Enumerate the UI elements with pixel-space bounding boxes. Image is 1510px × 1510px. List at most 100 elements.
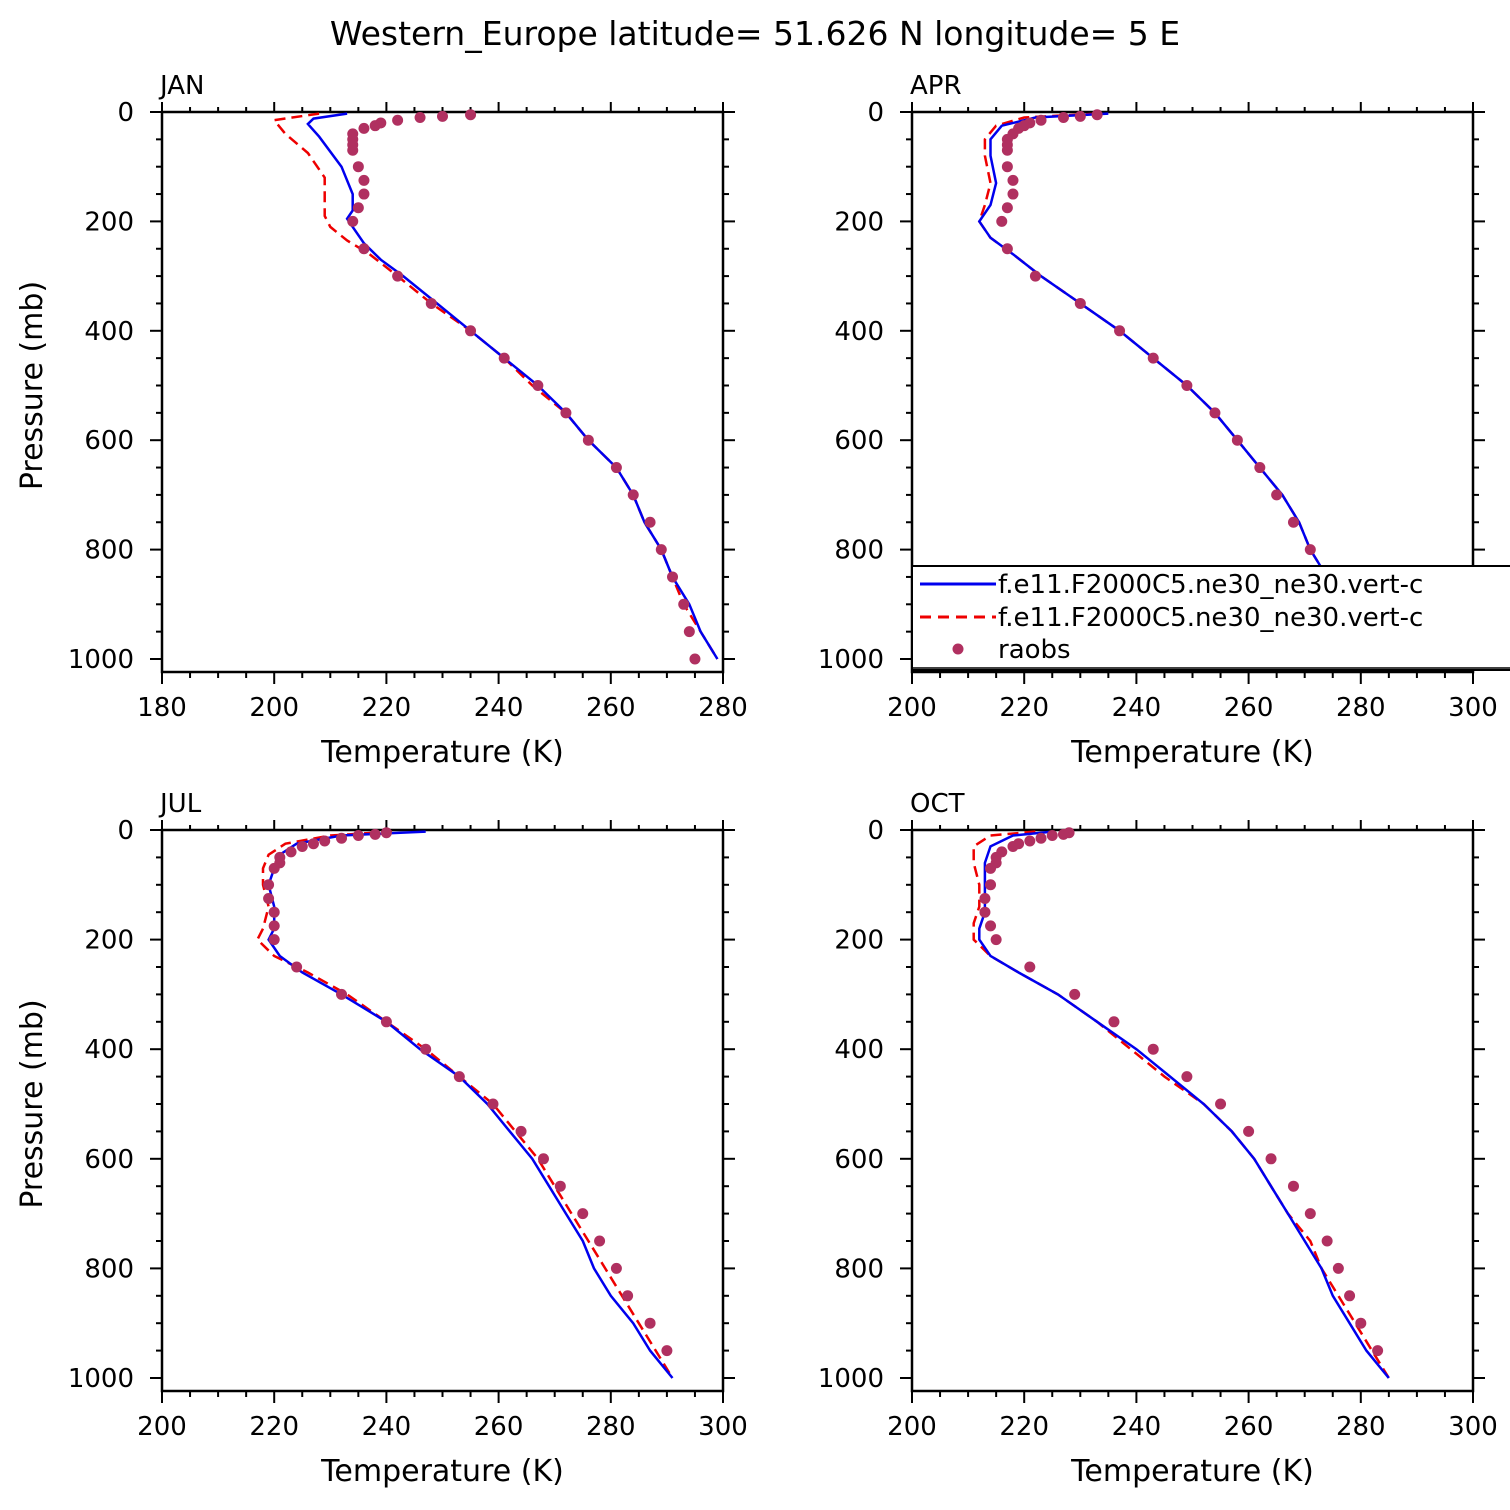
apr-raobs-point (1181, 380, 1193, 391)
oct-raobs-point (1265, 1153, 1277, 1165)
jul-raobs-point (380, 827, 392, 839)
oct-raobs-point (1287, 1180, 1299, 1192)
jan-raobs-point (683, 626, 695, 638)
jan-raobs-point (347, 215, 359, 227)
oct-raobs-point (1181, 1071, 1193, 1083)
jan-raobs-point (358, 122, 370, 134)
jul-ytick-label: 800 (84, 1254, 134, 1284)
legend: f.e11.F2000C5.ne30_ne30.vert-c f.e11.F20… (911, 565, 1510, 671)
oct-raobs-point (1057, 828, 1069, 840)
oct-ytick-label: 600 (834, 1145, 884, 1175)
jan-raobs-point (627, 489, 639, 501)
apr-raobs-point (1091, 109, 1103, 121)
jan-plot-frame (160, 110, 725, 674)
apr-ytick-label: 0 (867, 98, 884, 128)
oct-xtick-label: 240 (1112, 1412, 1162, 1442)
jul-series-solid (267, 830, 674, 1379)
apr-raobs-point (1287, 516, 1299, 528)
oct-raobs-point (1007, 840, 1019, 852)
oct-raobs-point (985, 862, 997, 874)
oct-raobs-point (1108, 1016, 1120, 1028)
oct-xtick-label: 300 (1448, 1412, 1498, 1442)
apr-raobs-point (1001, 243, 1013, 255)
jan-raobs-point (369, 120, 381, 132)
panel-apr: 200 220 240 260 280 300 0 200 400 600 800 1000 APR Te… (818, 71, 1498, 770)
oct-ytick-label: 1000 (818, 1364, 884, 1394)
apr-raobs-point (1035, 114, 1047, 126)
apr-raobs-point (1209, 407, 1221, 419)
jan-xtick-label: 200 (249, 693, 299, 723)
panel-jul: 200 220 240 260 280 300 0 200 400 600 800 1000 JUL Te… (15, 789, 748, 1489)
jan-raobs-point (347, 144, 359, 156)
jan-raobs-point (465, 325, 477, 337)
oct-raobs-point (1344, 1290, 1356, 1302)
jul-xtick-label: 220 (249, 1412, 299, 1442)
jul-ytick-label: 400 (84, 1035, 134, 1065)
jul-raobs-point (554, 1180, 566, 1192)
jan-raobs-point (352, 161, 364, 173)
jan-raobs-point (644, 516, 656, 528)
oct-raobs-point (1321, 1235, 1333, 1247)
apr-xtick-label: 200 (887, 693, 937, 723)
jan-raobs-point (582, 434, 594, 446)
panel-oct: 200 220 240 260 280 300 0 200 400 600 800 1000 OCT Te… (818, 789, 1498, 1489)
jul-raobs-point (644, 1317, 656, 1329)
oct-xtick-label: 220 (999, 1412, 1049, 1442)
jul-ytick-label: 600 (84, 1145, 134, 1175)
apr-raobs-point (1271, 489, 1283, 501)
jan-raobs-point (689, 653, 701, 665)
jan-raobs-point (655, 544, 667, 556)
legend-swatch-marker (952, 643, 964, 655)
jan-xtick-label: 180 (137, 693, 187, 723)
jul-xtick-label: 300 (698, 1412, 748, 1442)
jul-raobs-point (420, 1043, 432, 1055)
oct-raobs-point (1355, 1317, 1367, 1329)
jan-raobs-point (465, 109, 477, 121)
legend-label-dashed: f.e11.F2000C5.ne30_ne30.vert-c (998, 603, 1423, 633)
jul-raobs-point (369, 828, 381, 840)
panel-jan: 180 200 220 240 260 280 0 200 400 600 800 1000 JAN Te… (15, 71, 748, 770)
oct-raobs-point (979, 906, 991, 918)
jul-raobs-point (263, 879, 275, 891)
apr-xtick-label: 260 (1224, 693, 1274, 723)
apr-raobs-point (1304, 544, 1316, 556)
oct-raobs-point (1147, 1043, 1159, 1055)
oct-raobs-point (990, 934, 1002, 946)
jul-raobs-point (622, 1290, 634, 1302)
oct-raobs-point (1243, 1125, 1255, 1137)
jan-raobs-point (352, 202, 364, 214)
jan-panel-title: JAN (158, 71, 204, 101)
jul-raobs-point (661, 1345, 673, 1357)
jul-x-axis-label: Temperature (K) (320, 1454, 564, 1489)
jul-series-dashed (255, 830, 674, 1379)
apr-xtick-label: 300 (1448, 693, 1498, 723)
oct-panel-title: OCT (910, 789, 965, 819)
jul-xtick-label: 280 (586, 1412, 636, 1442)
apr-raobs-point (1074, 297, 1086, 309)
jul-y-axis-label: Pressure (mb) (15, 999, 50, 1208)
oct-plot-frame (910, 828, 1475, 1393)
jan-series-dashed (271, 112, 719, 660)
apr-raobs-point (1029, 270, 1041, 282)
apr-raobs-point (1057, 111, 1069, 123)
jan-raobs-point (532, 380, 544, 391)
jul-raobs-point (487, 1098, 499, 1110)
oct-ytick-label: 200 (834, 926, 884, 956)
apr-raobs-point (1007, 174, 1019, 186)
jul-raobs-point (515, 1125, 527, 1137)
legend-box (911, 565, 1510, 671)
apr-raobs-point (1231, 434, 1243, 446)
jul-xtick-label: 260 (474, 1412, 524, 1442)
jul-raobs-point (319, 835, 331, 847)
jul-ytick-label: 0 (117, 816, 134, 846)
jul-ytick-label: 200 (84, 926, 134, 956)
apr-raobs-point (1001, 202, 1013, 214)
oct-raobs-point (1046, 829, 1058, 841)
jul-raobs-point (268, 920, 280, 932)
apr-raobs-point (1001, 161, 1013, 173)
jan-raobs-point (425, 297, 437, 309)
oct-raobs-point (1215, 1098, 1227, 1110)
jan-raobs-point (358, 188, 370, 200)
jan-xtick-label: 260 (586, 693, 636, 723)
